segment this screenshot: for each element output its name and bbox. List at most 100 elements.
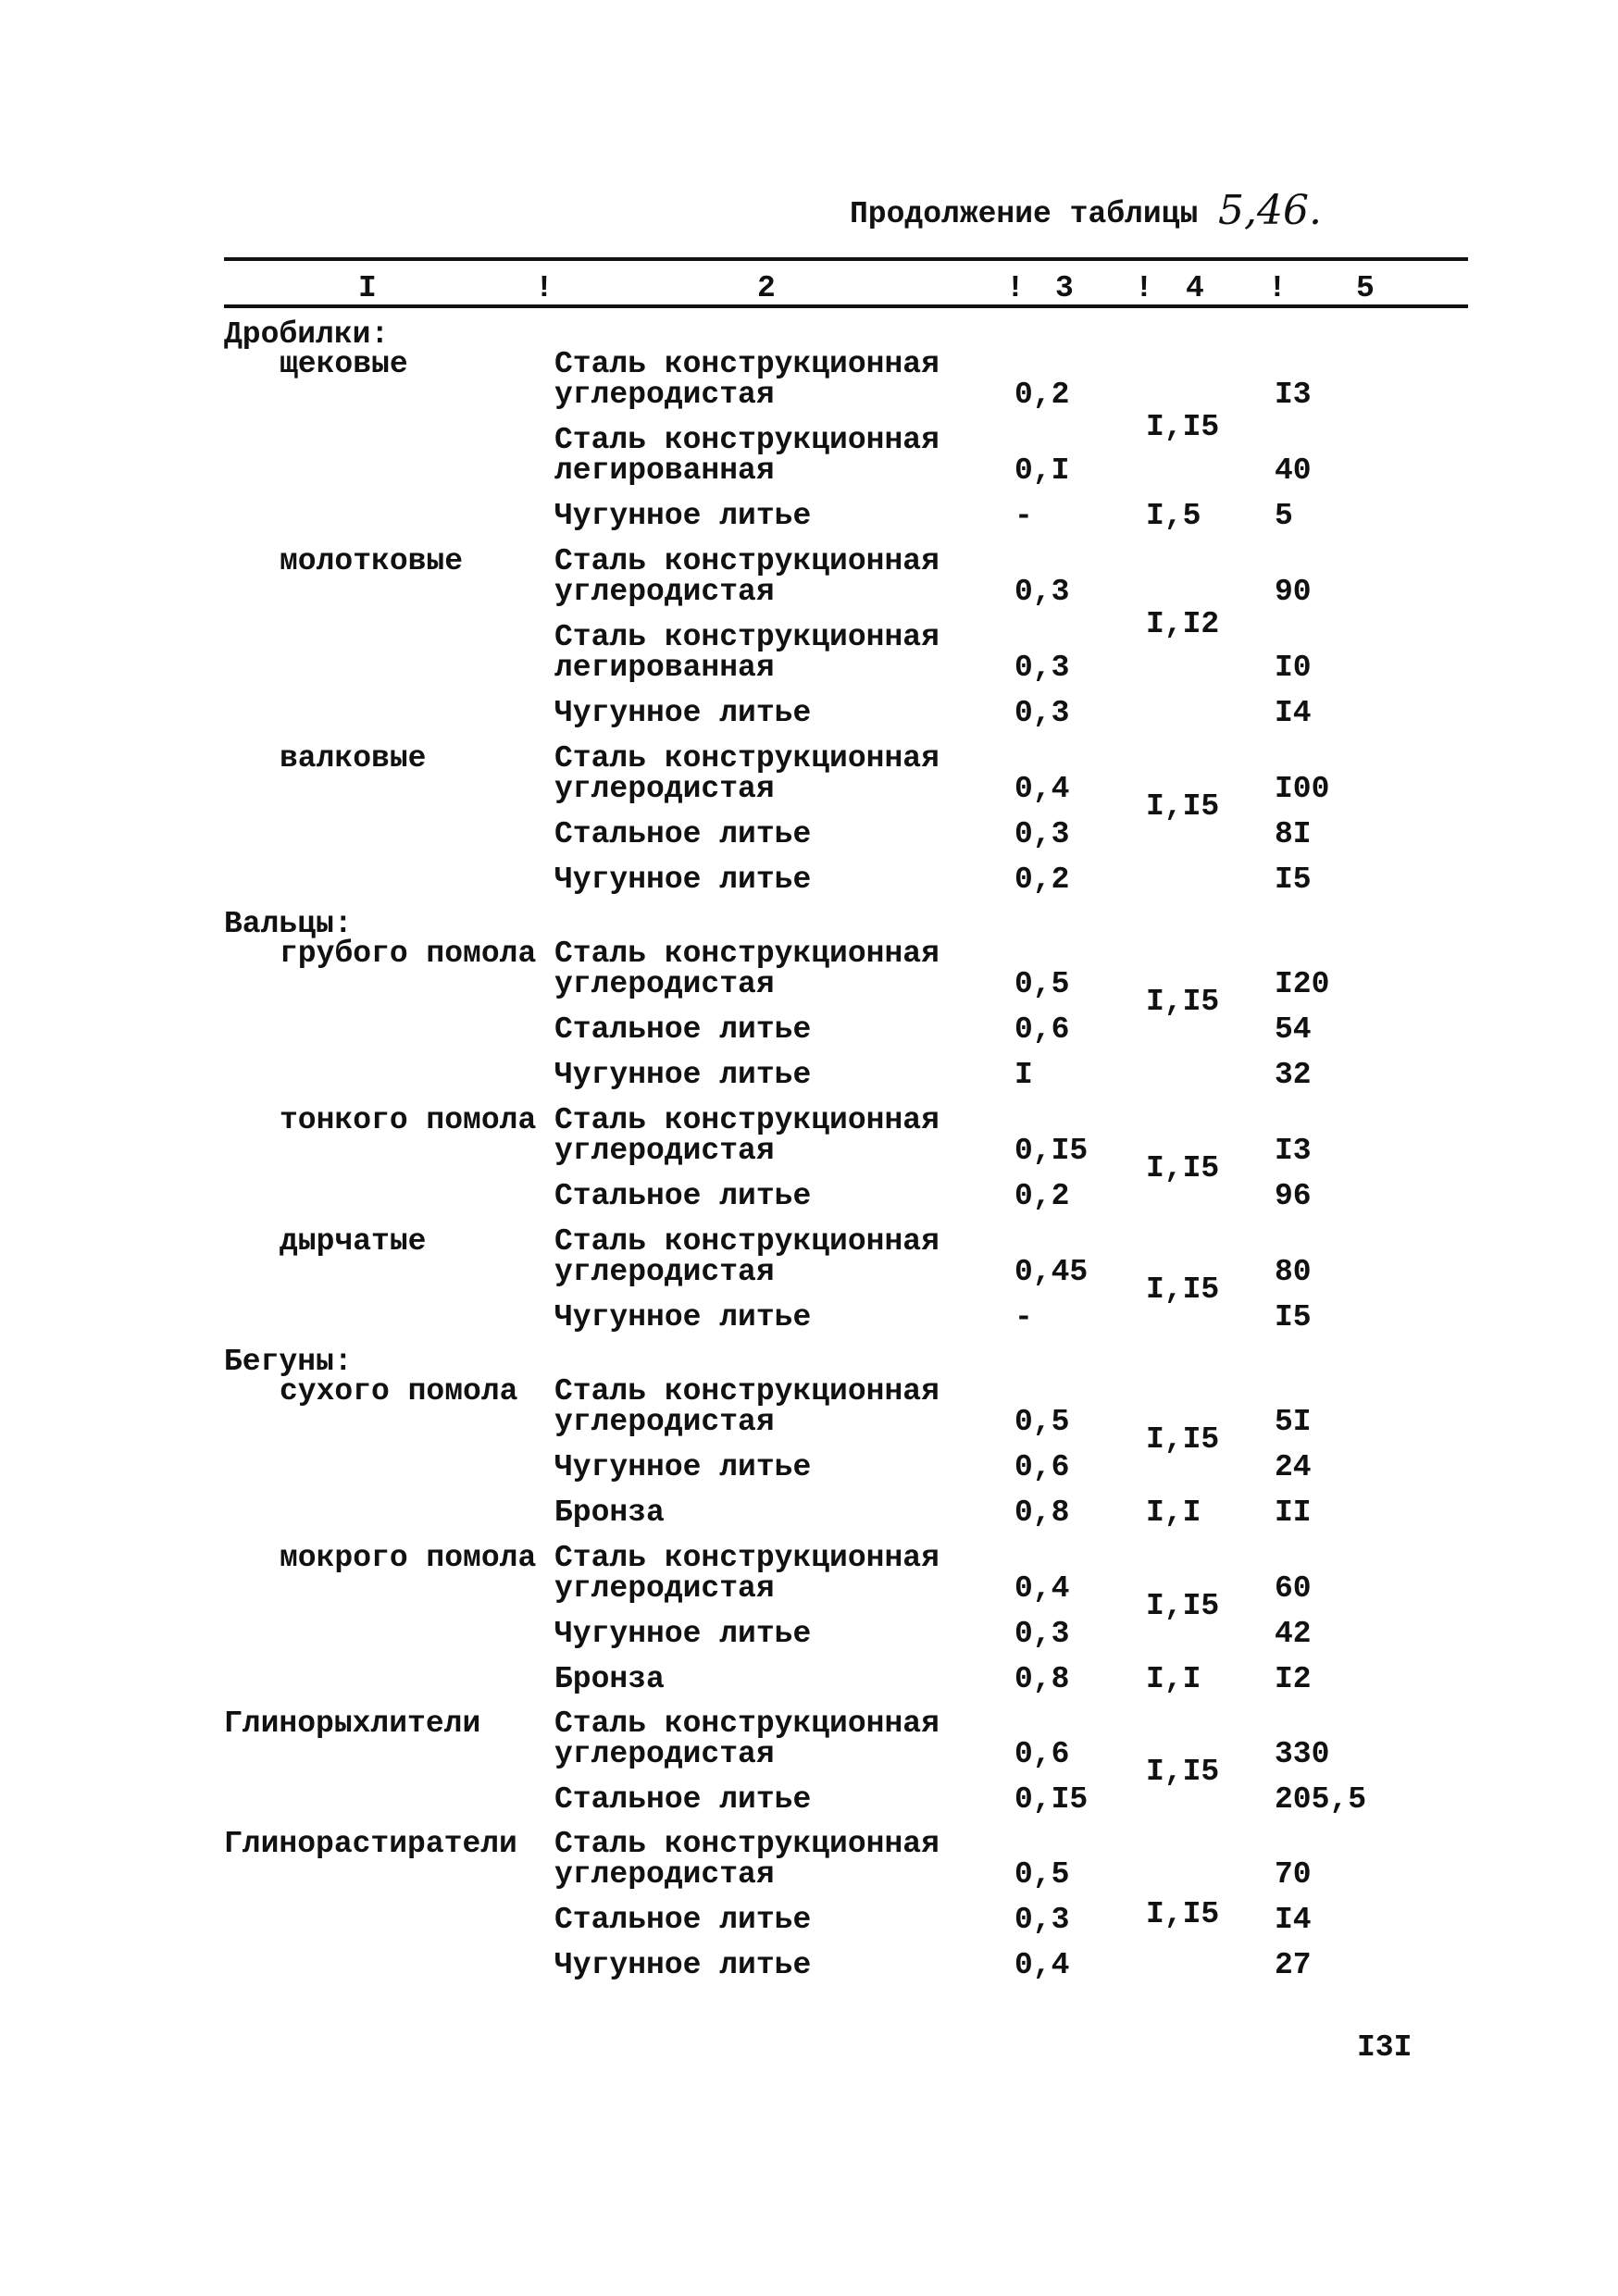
cell-col-4: I,I5 <box>1146 1754 1220 1789</box>
material-name: Бронза <box>554 1662 665 1696</box>
cell-col-3: 0,5 <box>1014 967 1070 1001</box>
material-name: Сталь конструкционная <box>554 1224 940 1259</box>
header-col-3: 3 <box>1055 271 1074 305</box>
material-name: углеродистая <box>554 1571 775 1606</box>
cell-col-3: 0,I5 <box>1014 1782 1089 1817</box>
header-col-5: 5 <box>1356 271 1375 305</box>
cell-col-5: 205,5 <box>1275 1782 1367 1817</box>
cell-col-4: I,I <box>1146 1662 1201 1696</box>
material-name: углеродистая <box>554 967 775 1001</box>
material-name: Сталь конструкционная <box>554 423 940 457</box>
cell-col-5: I4 <box>1275 696 1312 730</box>
material-name: Сталь конструкционная <box>554 620 940 654</box>
cell-col-3: 0,I <box>1014 453 1070 488</box>
page-number: I3I <box>1357 2030 1413 2065</box>
material-name: Стальное литье <box>554 1179 812 1213</box>
subgroup-name: грубого помола <box>280 937 537 971</box>
cell-col-5: I0 <box>1275 651 1312 685</box>
cell-col-3: 0,3 <box>1014 651 1070 685</box>
material-name: Сталь конструкционная <box>554 741 940 776</box>
cell-col-5: 27 <box>1275 1948 1312 1982</box>
material-name: углеродистая <box>554 772 775 806</box>
cell-col-4: I,I5 <box>1146 1272 1220 1307</box>
cell-col-3: I <box>1014 1058 1033 1092</box>
table-number-handwritten: 5,46. <box>1218 187 1322 234</box>
material-name: углеродистая <box>554 1737 775 1771</box>
cell-col-5: I4 <box>1275 1903 1312 1937</box>
cell-col-3: 0,4 <box>1014 772 1070 806</box>
cell-col-3: 0,8 <box>1014 1662 1070 1696</box>
cell-col-3: - <box>1014 499 1033 533</box>
cell-col-5: I3 <box>1275 378 1312 412</box>
table-caption: Продолжение таблицы <box>850 197 1199 231</box>
material-name: Чугунное литье <box>554 863 812 897</box>
material-name: Сталь конструкционная <box>554 937 940 971</box>
cell-col-3: 0,3 <box>1014 696 1070 730</box>
cell-col-4: I,5 <box>1146 499 1201 533</box>
cell-col-5: I3 <box>1275 1134 1312 1168</box>
material-name: Чугунное литье <box>554 1450 812 1484</box>
section-title: Дробилки: <box>224 317 390 352</box>
subgroup-name: валковые <box>280 741 427 776</box>
header-sep: ! <box>1135 271 1153 305</box>
material-name: Стальное литье <box>554 1012 812 1047</box>
cell-col-3: 0,5 <box>1014 1857 1070 1892</box>
material-name: углеродистая <box>554 1134 775 1168</box>
subgroup-name: тонкого помола <box>280 1103 537 1137</box>
cell-col-5: 80 <box>1275 1255 1312 1289</box>
material-name: Стальное литье <box>554 1903 812 1937</box>
cell-col-5: 54 <box>1275 1012 1312 1047</box>
material-name: Сталь конструкционная <box>554 1541 940 1575</box>
cell-col-4: I,I <box>1146 1496 1201 1530</box>
cell-col-5: 330 <box>1275 1737 1330 1771</box>
material-name: Чугунное литье <box>554 1058 812 1092</box>
section-title: Бегуны: <box>224 1345 353 1379</box>
cell-col-3: 0,4 <box>1014 1948 1070 1982</box>
section-title: Вальцы: <box>224 907 353 941</box>
subgroup-name: молотковые <box>280 544 464 578</box>
material-name: Сталь конструкционная <box>554 544 940 578</box>
subgroup-name: сухого помола <box>280 1374 518 1409</box>
cell-col-3: 0,3 <box>1014 1903 1070 1937</box>
material-name: Чугунное литье <box>554 1617 812 1651</box>
material-name: углеродистая <box>554 1405 775 1439</box>
material-name: легированная <box>554 453 775 488</box>
cell-col-5: 42 <box>1275 1617 1312 1651</box>
cell-col-3: 0,6 <box>1014 1012 1070 1047</box>
cell-col-5: I2 <box>1275 1662 1312 1696</box>
material-name: Сталь конструкционная <box>554 1103 940 1137</box>
subgroup-name: щековые <box>280 347 408 381</box>
cell-col-3: 0,8 <box>1014 1496 1070 1530</box>
cell-col-4: I,I5 <box>1146 788 1220 824</box>
cell-col-4: I,I5 <box>1146 1421 1220 1457</box>
cell-col-5: 60 <box>1275 1571 1312 1606</box>
cell-col-3: 0,3 <box>1014 575 1070 609</box>
cell-col-4: I,I5 <box>1146 1588 1220 1623</box>
cell-col-3: 0,2 <box>1014 1179 1070 1213</box>
cell-col-3: 0,45 <box>1014 1255 1089 1289</box>
cell-col-5: 32 <box>1275 1058 1312 1092</box>
cell-col-3: 0,3 <box>1014 817 1070 851</box>
cell-col-3: 0,2 <box>1014 378 1070 412</box>
cell-col-5: 70 <box>1275 1857 1312 1892</box>
material-name: углеродистая <box>554 1857 775 1892</box>
subgroup-name: дырчатые <box>280 1224 427 1259</box>
header-sep: ! <box>1006 271 1025 305</box>
subgroup-name: мокрого помола <box>280 1541 537 1575</box>
cell-col-5: I20 <box>1275 967 1330 1001</box>
cell-col-4: I,I2 <box>1146 607 1220 641</box>
cell-col-5: 90 <box>1275 575 1312 609</box>
cell-col-4: I,I5 <box>1146 1897 1220 1931</box>
header-col-1: I <box>358 271 377 305</box>
section-title: Глинорастиратели <box>224 1827 517 1861</box>
cell-col-5: I5 <box>1275 1300 1312 1334</box>
cell-col-3: 0,2 <box>1014 863 1070 897</box>
material-name: Стальное литье <box>554 817 812 851</box>
header-col-4: 4 <box>1186 271 1204 305</box>
table-header-rule <box>224 304 1468 308</box>
cell-col-4: I,I5 <box>1146 410 1220 444</box>
cell-col-5: II <box>1275 1496 1312 1530</box>
cell-col-5: 24 <box>1275 1450 1312 1484</box>
cell-col-5: 8I <box>1275 817 1312 851</box>
material-name: углеродистая <box>554 575 775 609</box>
